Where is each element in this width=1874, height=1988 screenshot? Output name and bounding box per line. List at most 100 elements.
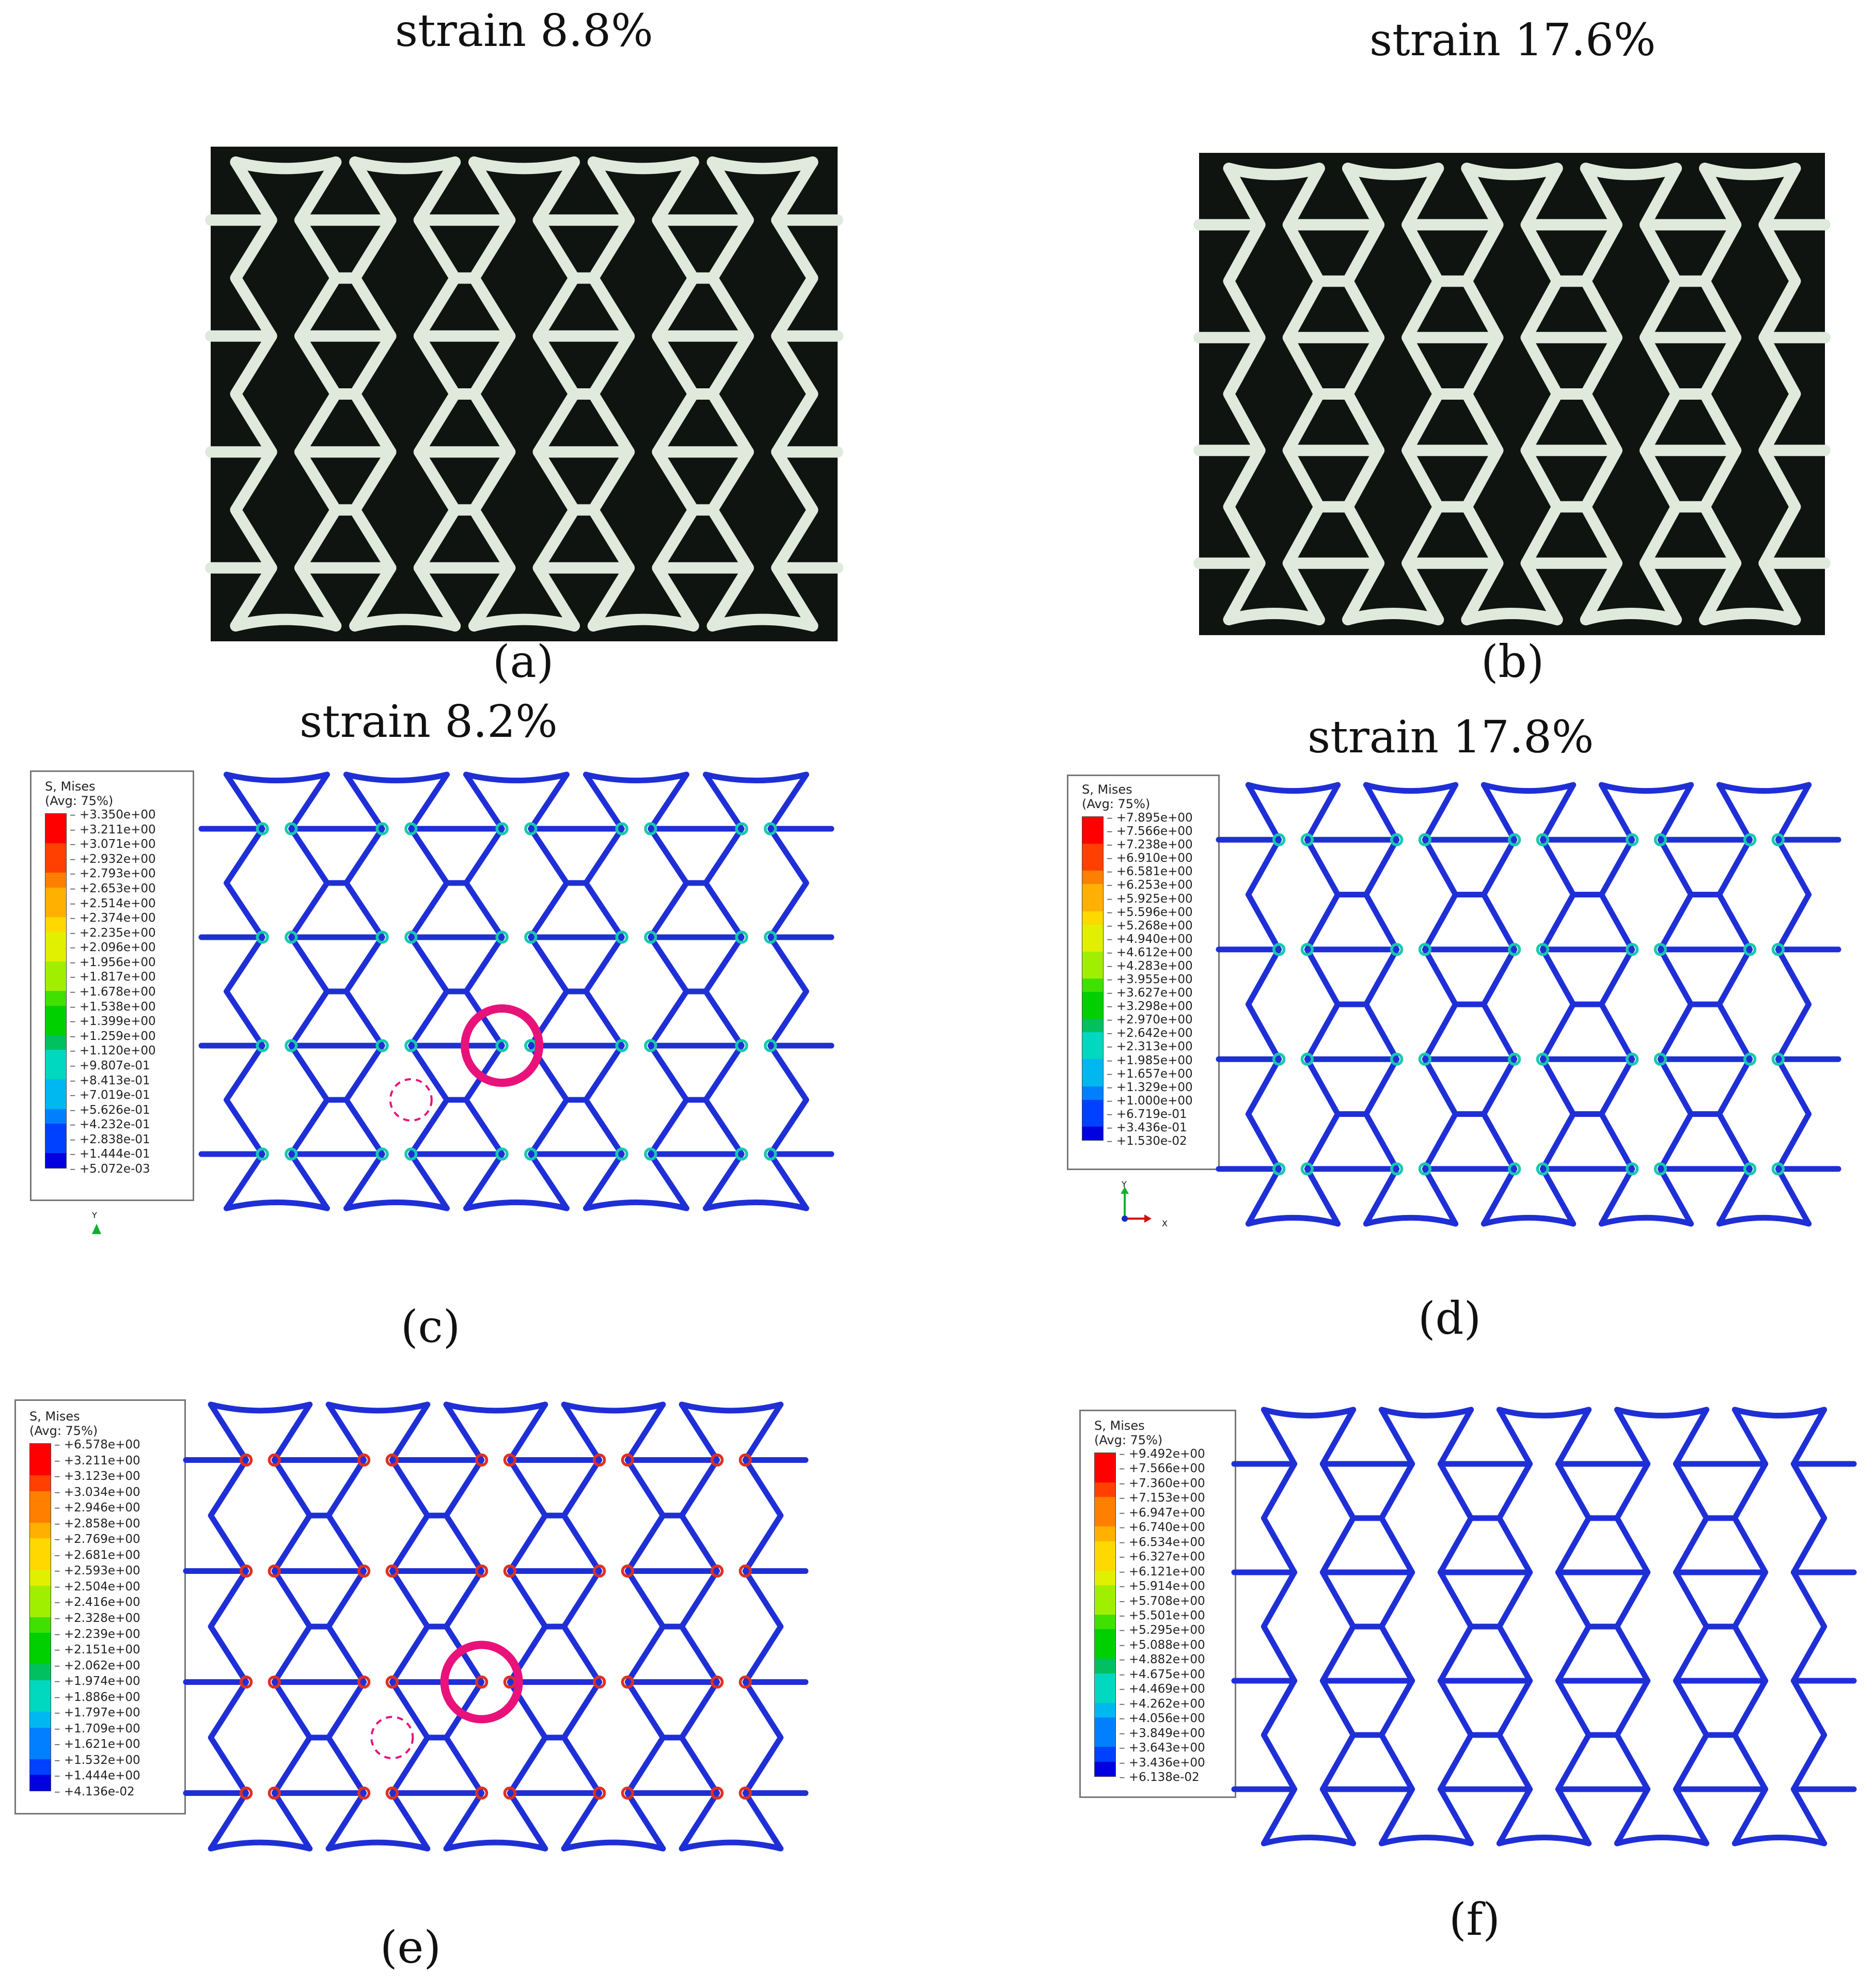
legend-swatch <box>1082 1005 1103 1019</box>
stress-hotspot <box>1653 943 1667 956</box>
lattice-wall <box>771 156 818 632</box>
lattice-wall <box>703 771 745 1211</box>
stress-hotspot <box>503 1564 517 1578</box>
lattice-wall <box>224 771 265 1211</box>
legend-swatch <box>1095 1585 1115 1600</box>
legend-value: +3.436e+00 <box>1119 1756 1205 1770</box>
legend-value: +5.295e+00 <box>1119 1623 1205 1637</box>
legend-swatch <box>1095 1497 1115 1512</box>
legend-value: +1.329e+00 <box>1107 1081 1193 1094</box>
stress-hotspot <box>239 1786 253 1800</box>
stress-hotspot <box>592 1453 606 1467</box>
legend-swatch <box>45 976 66 991</box>
lattice-cap <box>325 1839 431 1852</box>
legend-value: +3.211e+00 <box>54 1454 140 1468</box>
legend-value: +6.947e+00 <box>1119 1506 1205 1520</box>
legend-value: +1.817e+00 <box>70 970 156 984</box>
stress-hotspot <box>1300 943 1314 956</box>
stress-hotspot <box>267 1675 281 1689</box>
legend-swatch <box>45 1035 66 1050</box>
stress-hotspot <box>357 1786 371 1800</box>
lattice-wall <box>507 1401 548 1852</box>
panel-d-legend: S, Mises (Avg: 75%) +7.895e+00+7.566e+00… <box>1067 775 1220 1170</box>
stress-hotspot <box>1390 833 1404 846</box>
legend-swatch <box>30 1491 51 1507</box>
stress-hotspot <box>738 1453 752 1467</box>
legend-swatch <box>1082 1032 1103 1046</box>
legend-value: +2.653e+00 <box>70 882 156 895</box>
legend-value: +4.612e+00 <box>1107 946 1193 959</box>
stress-hotspot <box>1272 833 1286 846</box>
legend-swatch <box>30 1759 51 1775</box>
legend-swatch <box>1095 1600 1115 1615</box>
legend-subtitle: (Avg: 75%) <box>1082 797 1151 811</box>
lattice-wall <box>1496 1407 1533 1847</box>
stress-hotspot <box>1653 1162 1667 1176</box>
panel-c-label: (c) <box>401 1301 461 1353</box>
legend-swatch <box>30 1585 51 1602</box>
legend-swatch <box>30 1507 51 1523</box>
legend-swatch <box>1082 1072 1103 1086</box>
lattice-wall <box>208 1401 249 1852</box>
stress-hotspot <box>239 1564 253 1578</box>
lattice-wall <box>1775 782 1812 1227</box>
panel-f-fem-lattice <box>1231 1407 1857 1847</box>
lattice-wall <box>561 1401 603 1852</box>
legend-subtitle: (Avg: 75%) <box>29 1424 98 1438</box>
legend-swatch <box>1082 911 1103 925</box>
lattice-cap <box>1245 782 1341 794</box>
legend-swatch <box>1095 1482 1115 1497</box>
legend-swatch <box>45 961 66 976</box>
stress-hotspot <box>375 1147 389 1161</box>
stress-hotspot <box>735 1039 748 1052</box>
legend-value: +1.657e+00 <box>1107 1067 1193 1081</box>
legend-swatch <box>45 1079 66 1094</box>
lattice-cap <box>1731 1834 1828 1847</box>
lattice-cap <box>706 613 818 632</box>
lattice-cap <box>349 156 461 175</box>
legend-value: +3.627e+00 <box>1107 986 1193 1000</box>
lattice-cap <box>1461 607 1563 625</box>
legend-swatch <box>1095 1570 1115 1586</box>
legend-swatch <box>45 873 66 888</box>
stress-hotspot <box>524 1147 538 1161</box>
legend-swatch <box>1082 965 1103 979</box>
legend-swatch <box>1082 951 1103 965</box>
stress-hotspot <box>475 1453 489 1467</box>
lattice-cap <box>583 1200 689 1211</box>
lattice-cap <box>1342 607 1444 625</box>
lattice-cap <box>679 1839 784 1852</box>
stress-hotspot <box>239 1675 253 1689</box>
legend-swatch <box>1082 1113 1103 1127</box>
stress-hotspot <box>764 1039 777 1052</box>
lattice-cap <box>706 156 818 175</box>
axis-y-label: Y <box>1122 1179 1127 1189</box>
lattice-cap <box>1699 163 1801 181</box>
stress-hotspot <box>267 1564 281 1578</box>
legend-value: +2.793e+00 <box>70 867 156 880</box>
lattice-wall <box>389 1401 431 1852</box>
stress-hotspot <box>495 1039 509 1052</box>
legend-value: +7.566e+00 <box>1119 1462 1205 1475</box>
legend-value: +2.096e+00 <box>70 941 156 954</box>
stress-hotspot <box>644 1147 657 1161</box>
legend-value: +7.566e+00 <box>1107 825 1193 838</box>
stress-hotspot <box>1418 833 1432 846</box>
lattice-wall <box>1245 782 1282 1227</box>
stress-hotspot <box>1418 943 1432 956</box>
legend-value: +4.262e+00 <box>1119 1697 1205 1711</box>
legend-swatch <box>45 917 66 932</box>
legend-value: +4.283e+00 <box>1107 959 1193 973</box>
legend-swatch <box>1095 1747 1115 1762</box>
legend-value: +3.643e+00 <box>1119 1741 1205 1755</box>
stress-hotspot <box>1390 943 1404 956</box>
legend-value: +9.492e+00 <box>1119 1447 1205 1461</box>
lattice-cap <box>468 156 580 175</box>
lattice-wall <box>1422 782 1459 1227</box>
legend-value: +1.000e+00 <box>1107 1094 1193 1108</box>
legend-value: +4.675e+00 <box>1119 1668 1205 1681</box>
lattice-cap <box>1223 607 1325 625</box>
legend-value: +2.374e+00 <box>70 911 156 925</box>
legend-title: S, Mises <box>45 779 96 794</box>
legend-swatch <box>30 1554 51 1570</box>
